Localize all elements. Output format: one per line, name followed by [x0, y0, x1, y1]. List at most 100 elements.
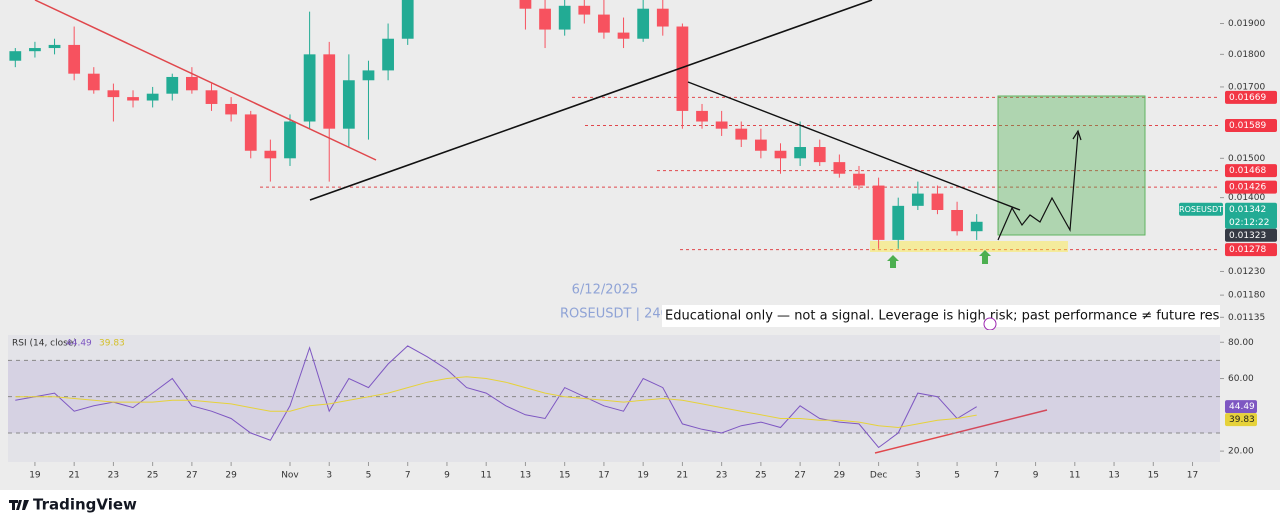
up-arrow [979, 250, 991, 264]
brand: TradingView [33, 496, 137, 514]
price-badge [1225, 180, 1277, 194]
x-tick-label: 27 [794, 471, 805, 481]
price-badge-label: 0.01323 [1229, 231, 1266, 241]
price-badge [1225, 243, 1277, 257]
y-tick-label: 80.00 [1228, 338, 1254, 348]
note: Educational only — not a signal. Leverag… [665, 309, 1247, 324]
candle-body [676, 26, 689, 111]
arrow-head [1072, 129, 1082, 141]
footer [0, 490, 1280, 526]
axes: 0.01900 0.01800 0.01700 0.01500 0.01400 0.012… [29, 19, 1277, 481]
candle-body [9, 51, 22, 61]
y-tick-label: 0.01500 [1228, 154, 1265, 164]
rsi-badge-label: 39.83 [1229, 415, 1255, 425]
rsi-pane [8, 335, 1220, 462]
x-tick-label: 13 [1108, 471, 1119, 481]
price-badge-label: 0.01589 [1229, 121, 1266, 131]
candle-body [774, 150, 787, 159]
projection-path [997, 132, 1079, 241]
rsi-line [15, 376, 977, 429]
candle-body [931, 193, 944, 210]
candle-body [892, 205, 905, 240]
price-badge [1225, 228, 1277, 242]
y-tick-label: 20.00 [1228, 447, 1254, 457]
candle-body [48, 44, 61, 49]
y-tick-label: 60.00 [1228, 374, 1254, 384]
candle-body [794, 147, 807, 159]
candle-body [696, 110, 708, 122]
candle-body [853, 173, 865, 186]
x-tick-label: 17 [598, 471, 609, 481]
candle-body [558, 5, 571, 30]
candle-body [166, 76, 179, 94]
x-tick-label: 23 [108, 471, 119, 481]
y-tick-label: 0.01230 [1228, 267, 1265, 277]
candle-body [29, 48, 41, 52]
trendline [687, 81, 1021, 211]
rsi-title: RSI (14, close) [12, 339, 77, 349]
x-tick-label: 11 [480, 471, 491, 481]
x-tick-label: 23 [716, 471, 727, 481]
candle-body [264, 150, 277, 159]
rsi-ma-value: 39.83 [99, 339, 125, 349]
rsi-badge [1225, 400, 1257, 414]
candle-body [911, 193, 924, 206]
x-tick-label: 19 [29, 471, 41, 481]
x-tick-label: 3 [915, 471, 921, 481]
candle-body [598, 14, 610, 33]
rsi-badge [1225, 413, 1257, 427]
x-tick-label: 25 [755, 471, 766, 481]
x-tick-label: 15 [559, 471, 570, 481]
price-badge [1225, 90, 1277, 104]
trendline [309, 0, 873, 201]
rsi-band [8, 360, 1220, 433]
symbol-badge [1179, 202, 1223, 216]
rsi-plot [8, 345, 1220, 454]
y-tick-label: 0.01900 [1228, 19, 1265, 29]
candle-body [68, 44, 81, 74]
x-tick-label: 11 [1069, 471, 1080, 481]
candle-body [87, 73, 100, 91]
candle-body [833, 162, 846, 174]
candle-body [382, 38, 394, 71]
candles [9, 0, 983, 249]
x-tick-label: 9 [1033, 471, 1039, 481]
y-tick-label: 0.01400 [1228, 193, 1265, 203]
candle-body [107, 90, 120, 98]
rsi-line [15, 345, 977, 449]
x-tick-label: 13 [520, 471, 531, 481]
candle-body [362, 70, 375, 81]
candle-body [303, 54, 316, 122]
date-watermark: 6/12/2025 [572, 283, 639, 298]
x-tick-label: 5 [954, 471, 960, 481]
candle-body [656, 8, 669, 27]
candle-body [754, 139, 767, 151]
x-tick-label: 29 [834, 471, 846, 481]
candle-body [244, 114, 257, 151]
x-tick-label: Dec [870, 471, 887, 481]
y-tick-label: 0.01800 [1228, 50, 1265, 60]
candle-body [872, 185, 885, 240]
x-tick-label: 5 [366, 471, 372, 481]
up-arrow [887, 255, 899, 268]
note-box [662, 305, 1220, 327]
candle-body [225, 103, 238, 115]
x-tick-label: 3 [326, 471, 332, 481]
price-badge-label: 0.01426 [1229, 183, 1266, 193]
symbol-badge-label: ROSEUSDT [1179, 205, 1223, 214]
candle-body [970, 221, 983, 232]
price-badge [1225, 202, 1277, 229]
candle-body [284, 121, 296, 159]
rsi-badge-label: 44.49 [1229, 402, 1255, 412]
candle-body [186, 76, 198, 91]
candle-body [813, 147, 826, 163]
candle-body [735, 128, 748, 140]
x-tick-label: 15 [1148, 471, 1159, 481]
x-tick-label: 21 [68, 471, 79, 481]
price-badge-label: 0.01669 [1229, 93, 1266, 103]
x-tick-label: 7 [405, 471, 411, 481]
countdown: 02:12:22 [1229, 218, 1269, 228]
support-zone [870, 241, 1068, 252]
